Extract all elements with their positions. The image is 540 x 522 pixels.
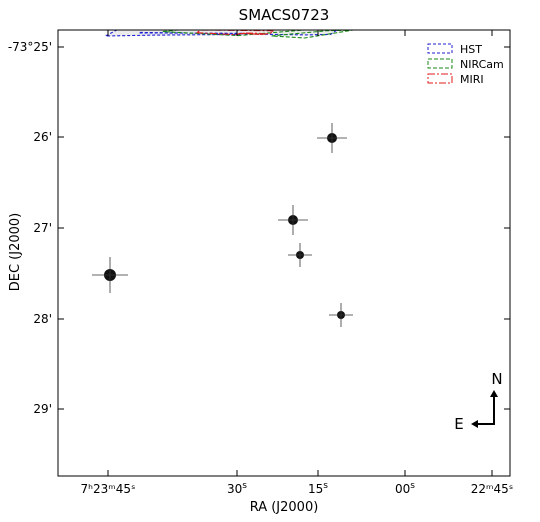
compass-east-arrowhead [471, 420, 478, 428]
compass-north-label: N [491, 370, 502, 388]
x-tick-label: 7ʰ23ᵐ45ˢ [81, 482, 136, 496]
plot-background [58, 30, 510, 476]
legend-label: MIRI [460, 73, 484, 86]
legend-swatch [427, 73, 453, 84]
y-ticks: -73°25' 26' 27' 28' 29' [8, 40, 510, 416]
x-ticks: 7ʰ23ᵐ45ˢ 30s 15s 00s 22ᵐ45ˢ [81, 30, 514, 496]
compass: N E [454, 370, 502, 433]
x-tick-label: 30s [227, 481, 247, 496]
compass-north-arrowhead [490, 390, 498, 397]
region-hst [105, 30, 339, 37]
region-nircam-module-2 [271, 30, 354, 39]
plot-frame [57, 29, 511, 477]
x-tick-label: 22ᵐ45ˢ [471, 482, 514, 496]
x-tick-label-unit: s [323, 481, 328, 491]
x-tick-label-unit: s [410, 481, 415, 491]
x-tick-label: 15s [308, 481, 328, 496]
legend: HST NIRCam MIRI [427, 43, 504, 86]
y-axis-label: DEC (J2000) [8, 213, 23, 292]
y-tick-label: -73°25' [8, 40, 52, 54]
x-tick-label: 00s [395, 481, 415, 496]
compass-east-label: E [454, 415, 463, 433]
chart-title: SMACS0723 [239, 6, 330, 24]
y-tick-label: 28' [33, 312, 52, 326]
x-tick-label-unit: s [242, 481, 247, 491]
y-tick-label: 26' [33, 130, 52, 144]
legend-swatch [427, 58, 453, 69]
y-tick-label: 27' [33, 221, 52, 235]
legend-label: HST [460, 43, 482, 56]
region-miri [193, 30, 276, 36]
footprint-regions [105, 30, 354, 39]
legend-swatch [427, 43, 453, 54]
region-miri-sub [239, 32, 265, 35]
x-axis-label: RA (J2000) [250, 500, 319, 515]
y-tick-label: 29' [33, 402, 52, 416]
legend-label: NIRCam [460, 58, 504, 71]
